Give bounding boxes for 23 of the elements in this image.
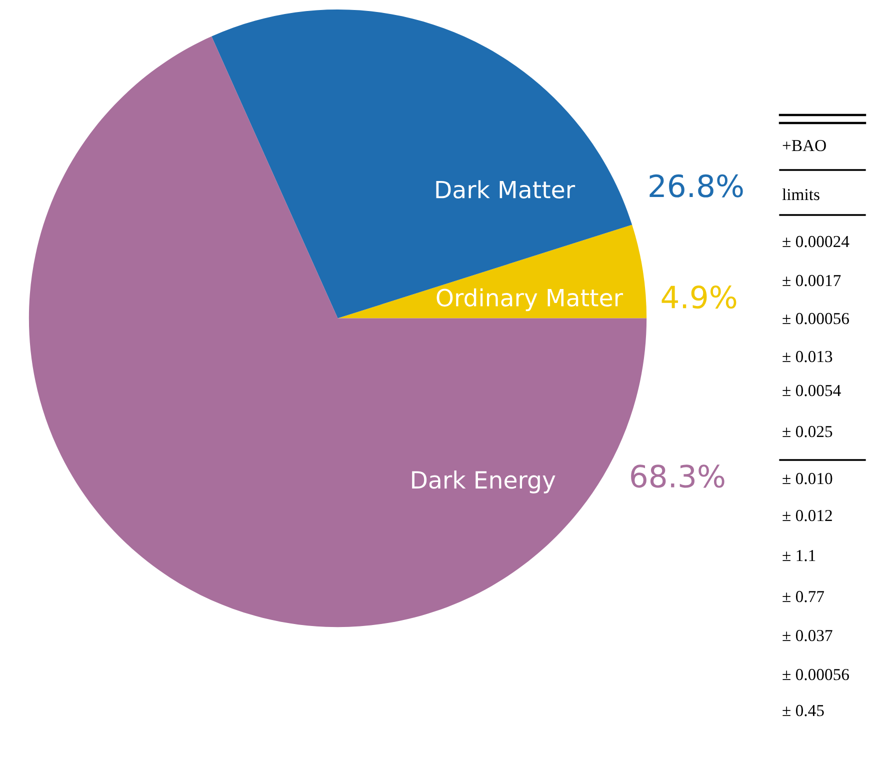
- text: ± 0.00056: [782, 668, 849, 680]
- slice-label: Ordinary Matter: [436, 288, 624, 312]
- text: ± 0.025: [782, 426, 832, 438]
- pie-slice: [338, 224, 647, 318]
- data-label: 4.9%: [662, 286, 736, 309]
- text: ± 0.037: [782, 630, 832, 642]
- text: ± 0.45: [782, 704, 824, 716]
- data-label: 68.3%: [631, 464, 724, 488]
- text: ± 0.0017: [782, 274, 841, 286]
- slice-label: Dark Energy: [412, 470, 556, 494]
- slice-label: Dark Matter: [436, 180, 576, 199]
- text: ± 0.00024: [782, 236, 850, 248]
- text: ± 0.013: [782, 350, 832, 362]
- text: +BAO: [782, 140, 826, 152]
- text: ± 0.77: [782, 590, 824, 602]
- text: ± 0.010: [782, 472, 832, 484]
- text: ± 0.00056: [782, 312, 849, 324]
- pie-slice: [212, 9, 632, 318]
- text: ± 0.012: [782, 510, 832, 522]
- text: ± 1.1: [782, 550, 816, 562]
- data-label: 26.8%: [650, 174, 743, 198]
- text: limits: [782, 188, 820, 200]
- text: ± 0.0054: [782, 384, 841, 396]
